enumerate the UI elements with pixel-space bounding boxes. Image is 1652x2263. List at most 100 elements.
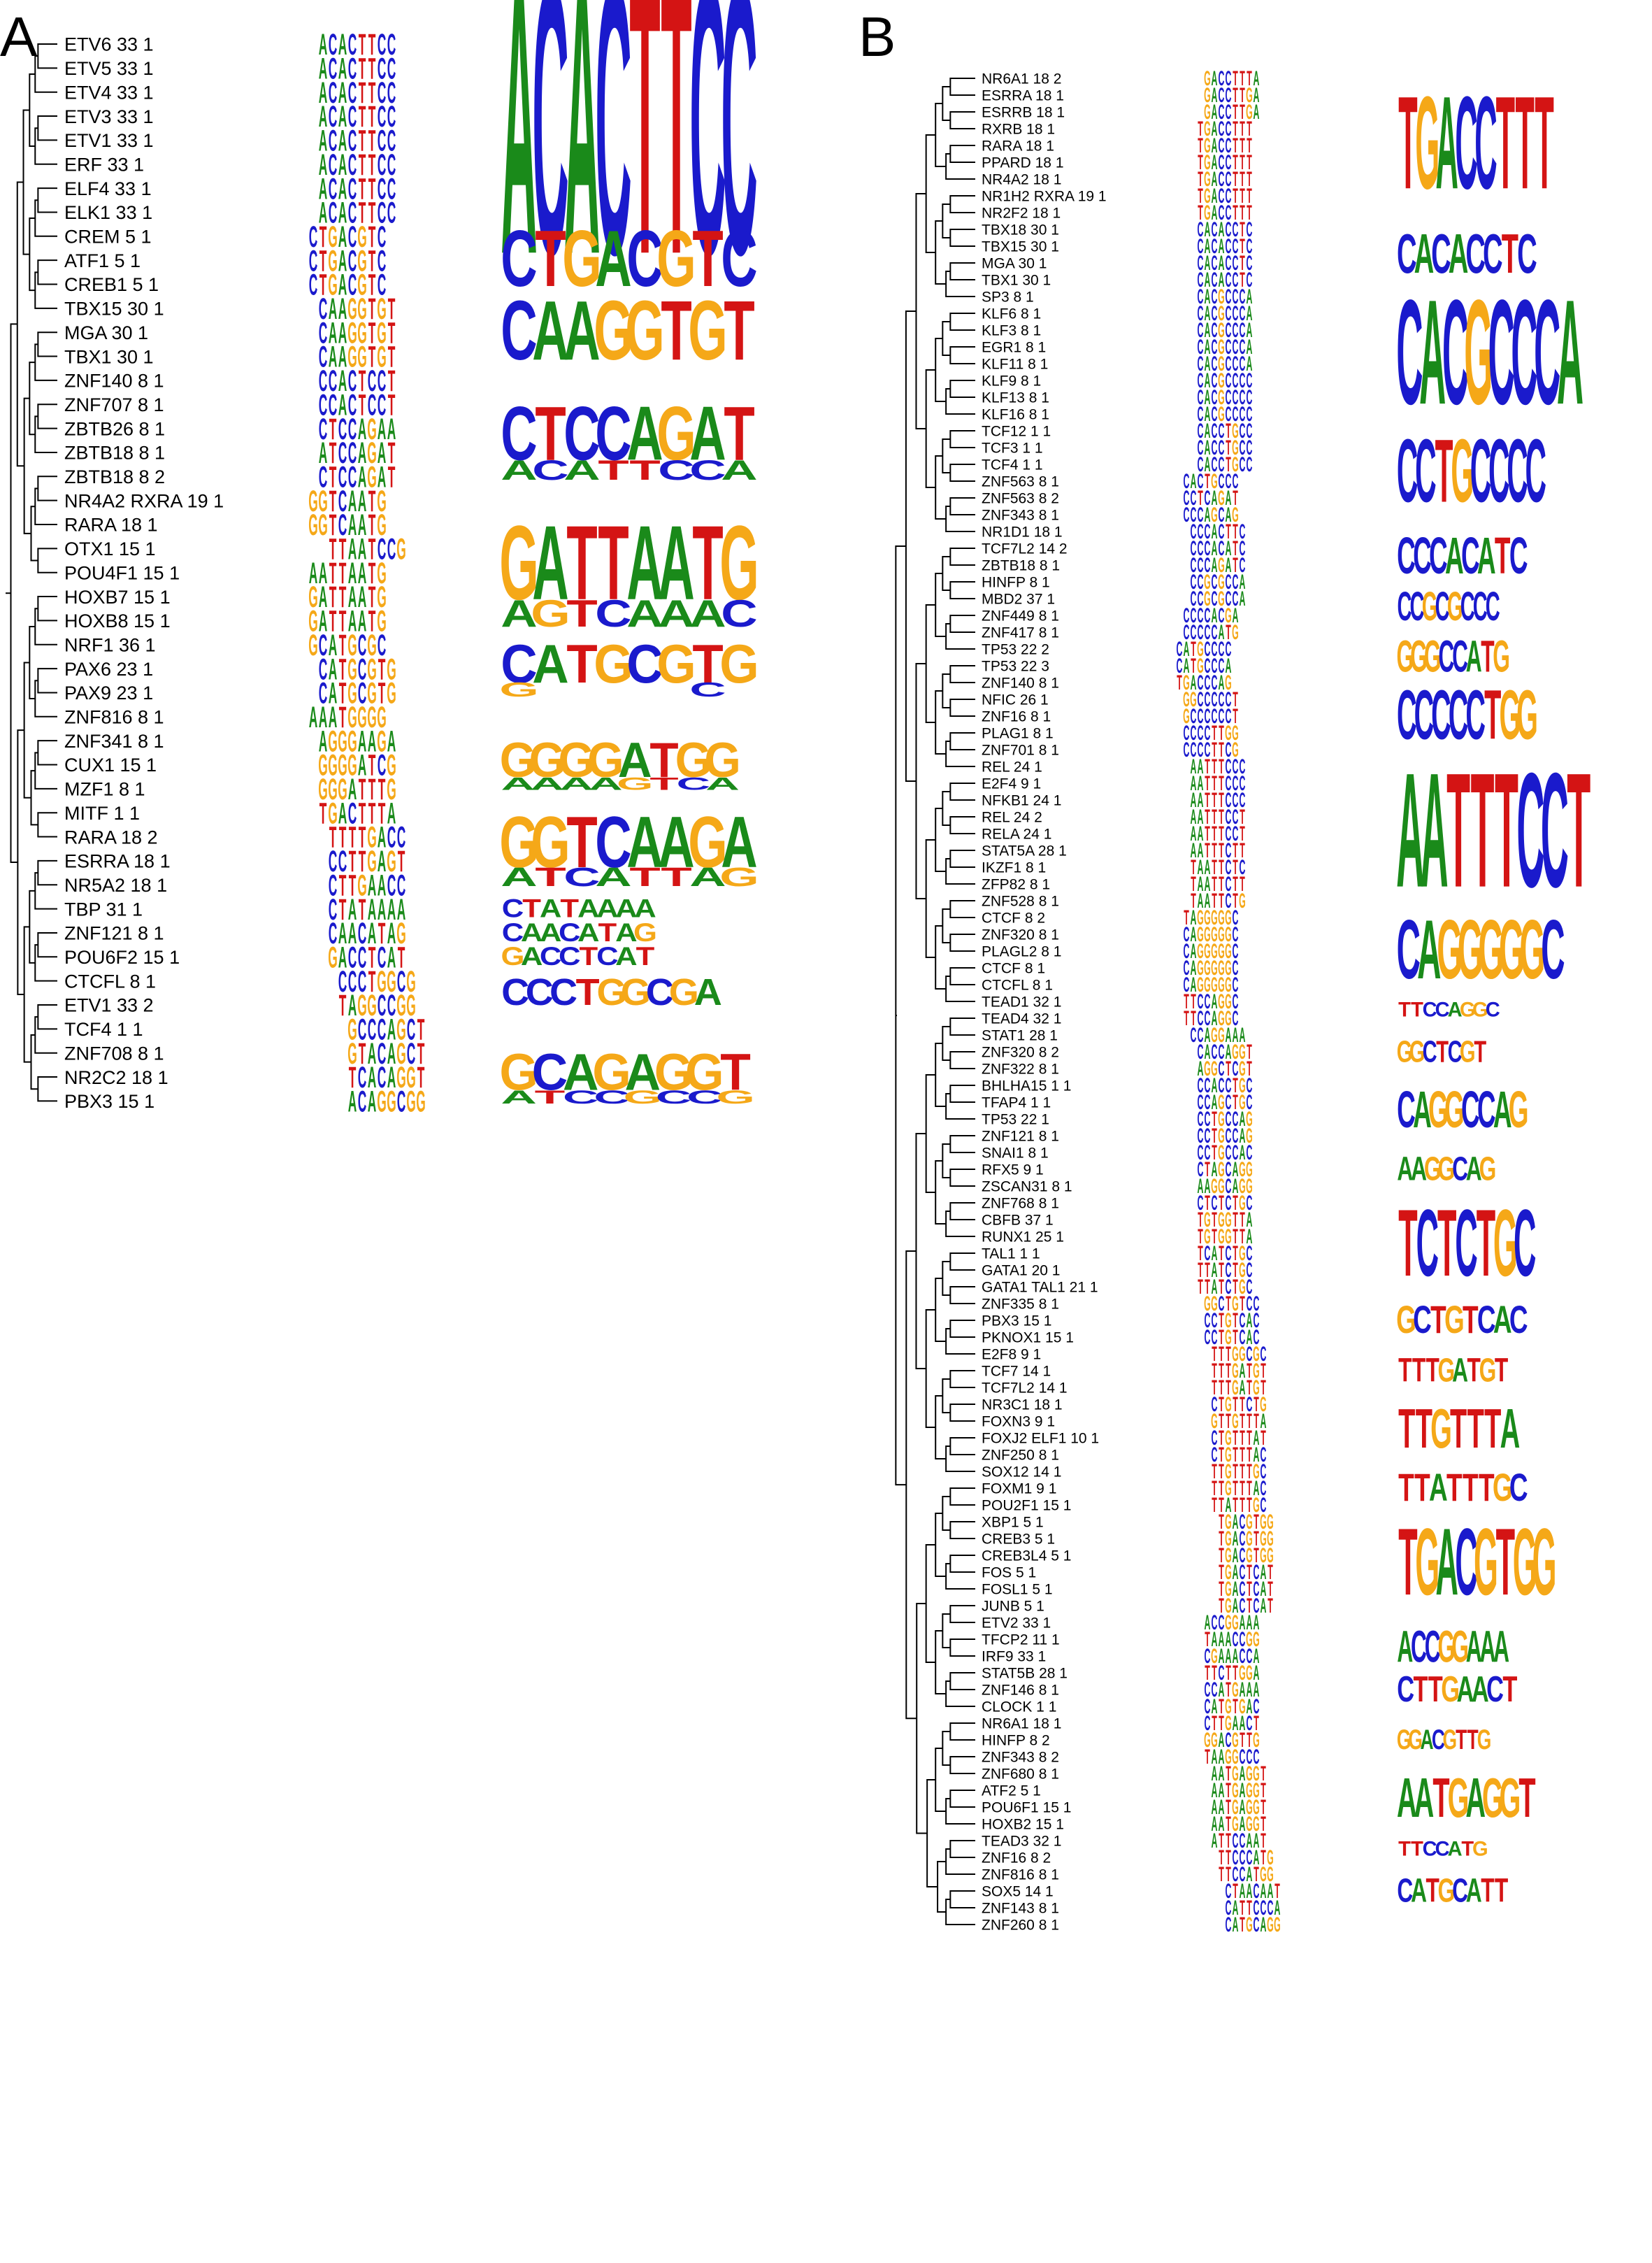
motif-letter: G (1267, 1543, 1274, 1567)
motif-letter: A (1240, 1778, 1246, 1802)
motif-letter: C (338, 508, 347, 542)
consensus-letter: C (1460, 583, 1475, 629)
consensus-letter: G (1458, 903, 1484, 997)
motif-letter: A (1254, 1678, 1260, 1701)
motif-letter: C (1226, 217, 1232, 241)
consensus-letter: G (719, 633, 759, 694)
motif-letter: C (378, 243, 387, 278)
consensus-letter: T (579, 942, 598, 971)
consensus-letter: G (716, 1087, 755, 1108)
motif-letter: A (387, 796, 396, 830)
motif-letter: G (1232, 1778, 1239, 1802)
motif-letter: C (1198, 318, 1204, 342)
motif-letter: C (1260, 1493, 1267, 1517)
tf-label: PLAGL2 8 1 (982, 944, 1061, 960)
motif-letter: G (396, 988, 406, 1022)
tf-label: STAT5B 28 1 (982, 1666, 1068, 1682)
tf-label: MGA 30 1 (982, 256, 1047, 272)
motif-letter: C (378, 76, 387, 110)
motif-letter: A (1240, 1678, 1246, 1701)
motif-letter: A (1226, 1023, 1232, 1047)
motif-letter: T (1205, 755, 1210, 778)
motif-letter: T (1247, 1896, 1252, 1920)
motif-letter: G (377, 580, 387, 614)
consensus-letter: G (1464, 269, 1493, 436)
motif-letter: A (1212, 201, 1218, 224)
motif-letter: T (1219, 1577, 1224, 1601)
motif-letter: T (1260, 1778, 1266, 1802)
motif-letter: C (1226, 805, 1232, 829)
motif-letter: G (1211, 1292, 1218, 1315)
motif-letter: A (358, 459, 367, 494)
motif-letter: G (1211, 906, 1218, 929)
consensus-letter: C (1477, 1299, 1496, 1343)
motif-letter: T (1191, 855, 1196, 879)
motif-letter: C (1247, 251, 1253, 275)
motif-letter: C (387, 99, 396, 134)
motif-letter: C (319, 387, 328, 422)
motif-letter: A (338, 99, 347, 134)
motif-letter: T (1233, 1426, 1238, 1450)
motif-letter: A (329, 315, 338, 350)
motif-letter: A (1198, 1174, 1204, 1198)
motif-letter: C (1212, 1678, 1218, 1701)
motif-letter: A (1219, 1627, 1225, 1651)
consensus-letter: C (1438, 631, 1454, 681)
motif-letter: G (1246, 1913, 1253, 1936)
motif-letter: A (1260, 1577, 1267, 1601)
motif-letter: T (1219, 1376, 1224, 1399)
motif-letter: C (1233, 822, 1239, 845)
motif-letter: G (1232, 1728, 1239, 1752)
consensus-letter: T (1398, 1838, 1411, 1860)
motif-letter: A (1212, 520, 1218, 543)
tf-label: ZNF320 8 2 (982, 1045, 1059, 1061)
consensus-letter: A (521, 918, 543, 947)
motif-letter: C (1247, 1258, 1253, 1282)
motif-letter: A (1219, 251, 1225, 275)
motif-letter: T (1219, 1476, 1224, 1500)
consensus-letter: T (1435, 422, 1453, 521)
tf-label: TEAD4 32 1 (982, 1011, 1061, 1027)
motif-letter: C (1212, 1611, 1218, 1634)
consensus-letter: C (594, 1087, 630, 1108)
motif-letter: A (338, 315, 347, 350)
motif-letter: G (357, 868, 367, 902)
motif-letter: G (1246, 1762, 1253, 1785)
motif-letter: G (347, 628, 357, 662)
motif-letter: C (1198, 1040, 1204, 1064)
motif-letter: C (1254, 1879, 1260, 1903)
tf-label: CUX1 15 1 (64, 755, 157, 776)
motif-letter: G (1204, 587, 1211, 611)
consensus-letter: A (1466, 1621, 1482, 1671)
motif-letter: G (1232, 1812, 1239, 1836)
motif-letter: C (1226, 1913, 1232, 1936)
motif-letter: A (319, 700, 328, 734)
consensus-letter: C (1514, 1190, 1536, 1297)
motif-letter: A (1205, 1174, 1211, 1198)
motif-letter: A (338, 364, 347, 398)
motif-letter: C (1226, 872, 1232, 896)
motif-letter: A (1219, 620, 1225, 644)
motif-letter: G (1225, 721, 1232, 745)
consensus-letter: T (1398, 1190, 1417, 1297)
motif-letter: C (1226, 335, 1232, 359)
motif-letter: C (1191, 520, 1197, 543)
motif-letter: G (1253, 1342, 1260, 1366)
motif-letter: T (1247, 1359, 1252, 1383)
motif-letter: C (1260, 1459, 1267, 1483)
motif-letter: C (1226, 1896, 1232, 1920)
motif-letter: T (1233, 889, 1238, 913)
tf-label: ZNF343 8 2 (982, 1750, 1059, 1766)
motif-letter: C (1219, 1073, 1225, 1097)
motif-letter: T (1240, 1913, 1245, 1936)
motif-letter: C (1219, 1611, 1225, 1634)
motif-letter: T (1219, 872, 1224, 896)
